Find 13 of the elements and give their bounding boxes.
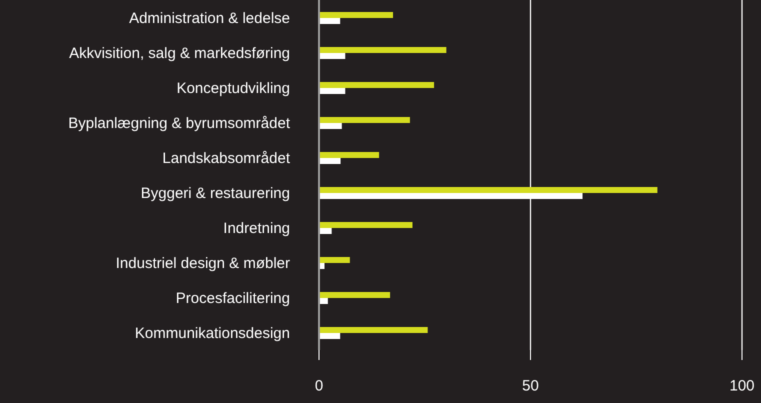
y-tick-label: Konceptudvikling bbox=[176, 80, 290, 97]
y-tick-label: Kommunikationsdesign bbox=[134, 324, 290, 342]
x-tick-label: 50 bbox=[522, 378, 539, 395]
y-tick-label: Administration & ledelse bbox=[129, 10, 290, 27]
y-tick-label: Akkvisition, salg & markedsføring bbox=[69, 44, 290, 62]
y-tick-label: Industriel design & møbler bbox=[116, 254, 290, 272]
y-tick-label: Procesfacilitering bbox=[176, 290, 290, 307]
x-tick-label: 100 bbox=[729, 378, 755, 395]
x-tick-label: 0 bbox=[314, 378, 324, 395]
y-tick-label: Landskabsområdet bbox=[162, 150, 291, 167]
y-tick-label: Byggeri & restaurering bbox=[140, 184, 290, 202]
y-tick-label: Indretning bbox=[223, 220, 290, 237]
y-tick-label: Byplanlægning & byrumsområdet bbox=[68, 114, 291, 132]
